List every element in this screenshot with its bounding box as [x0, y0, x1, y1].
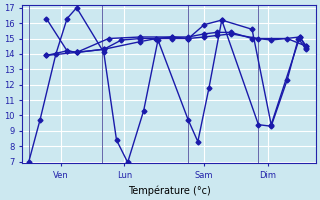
X-axis label: Température (°c): Température (°c): [128, 185, 211, 196]
